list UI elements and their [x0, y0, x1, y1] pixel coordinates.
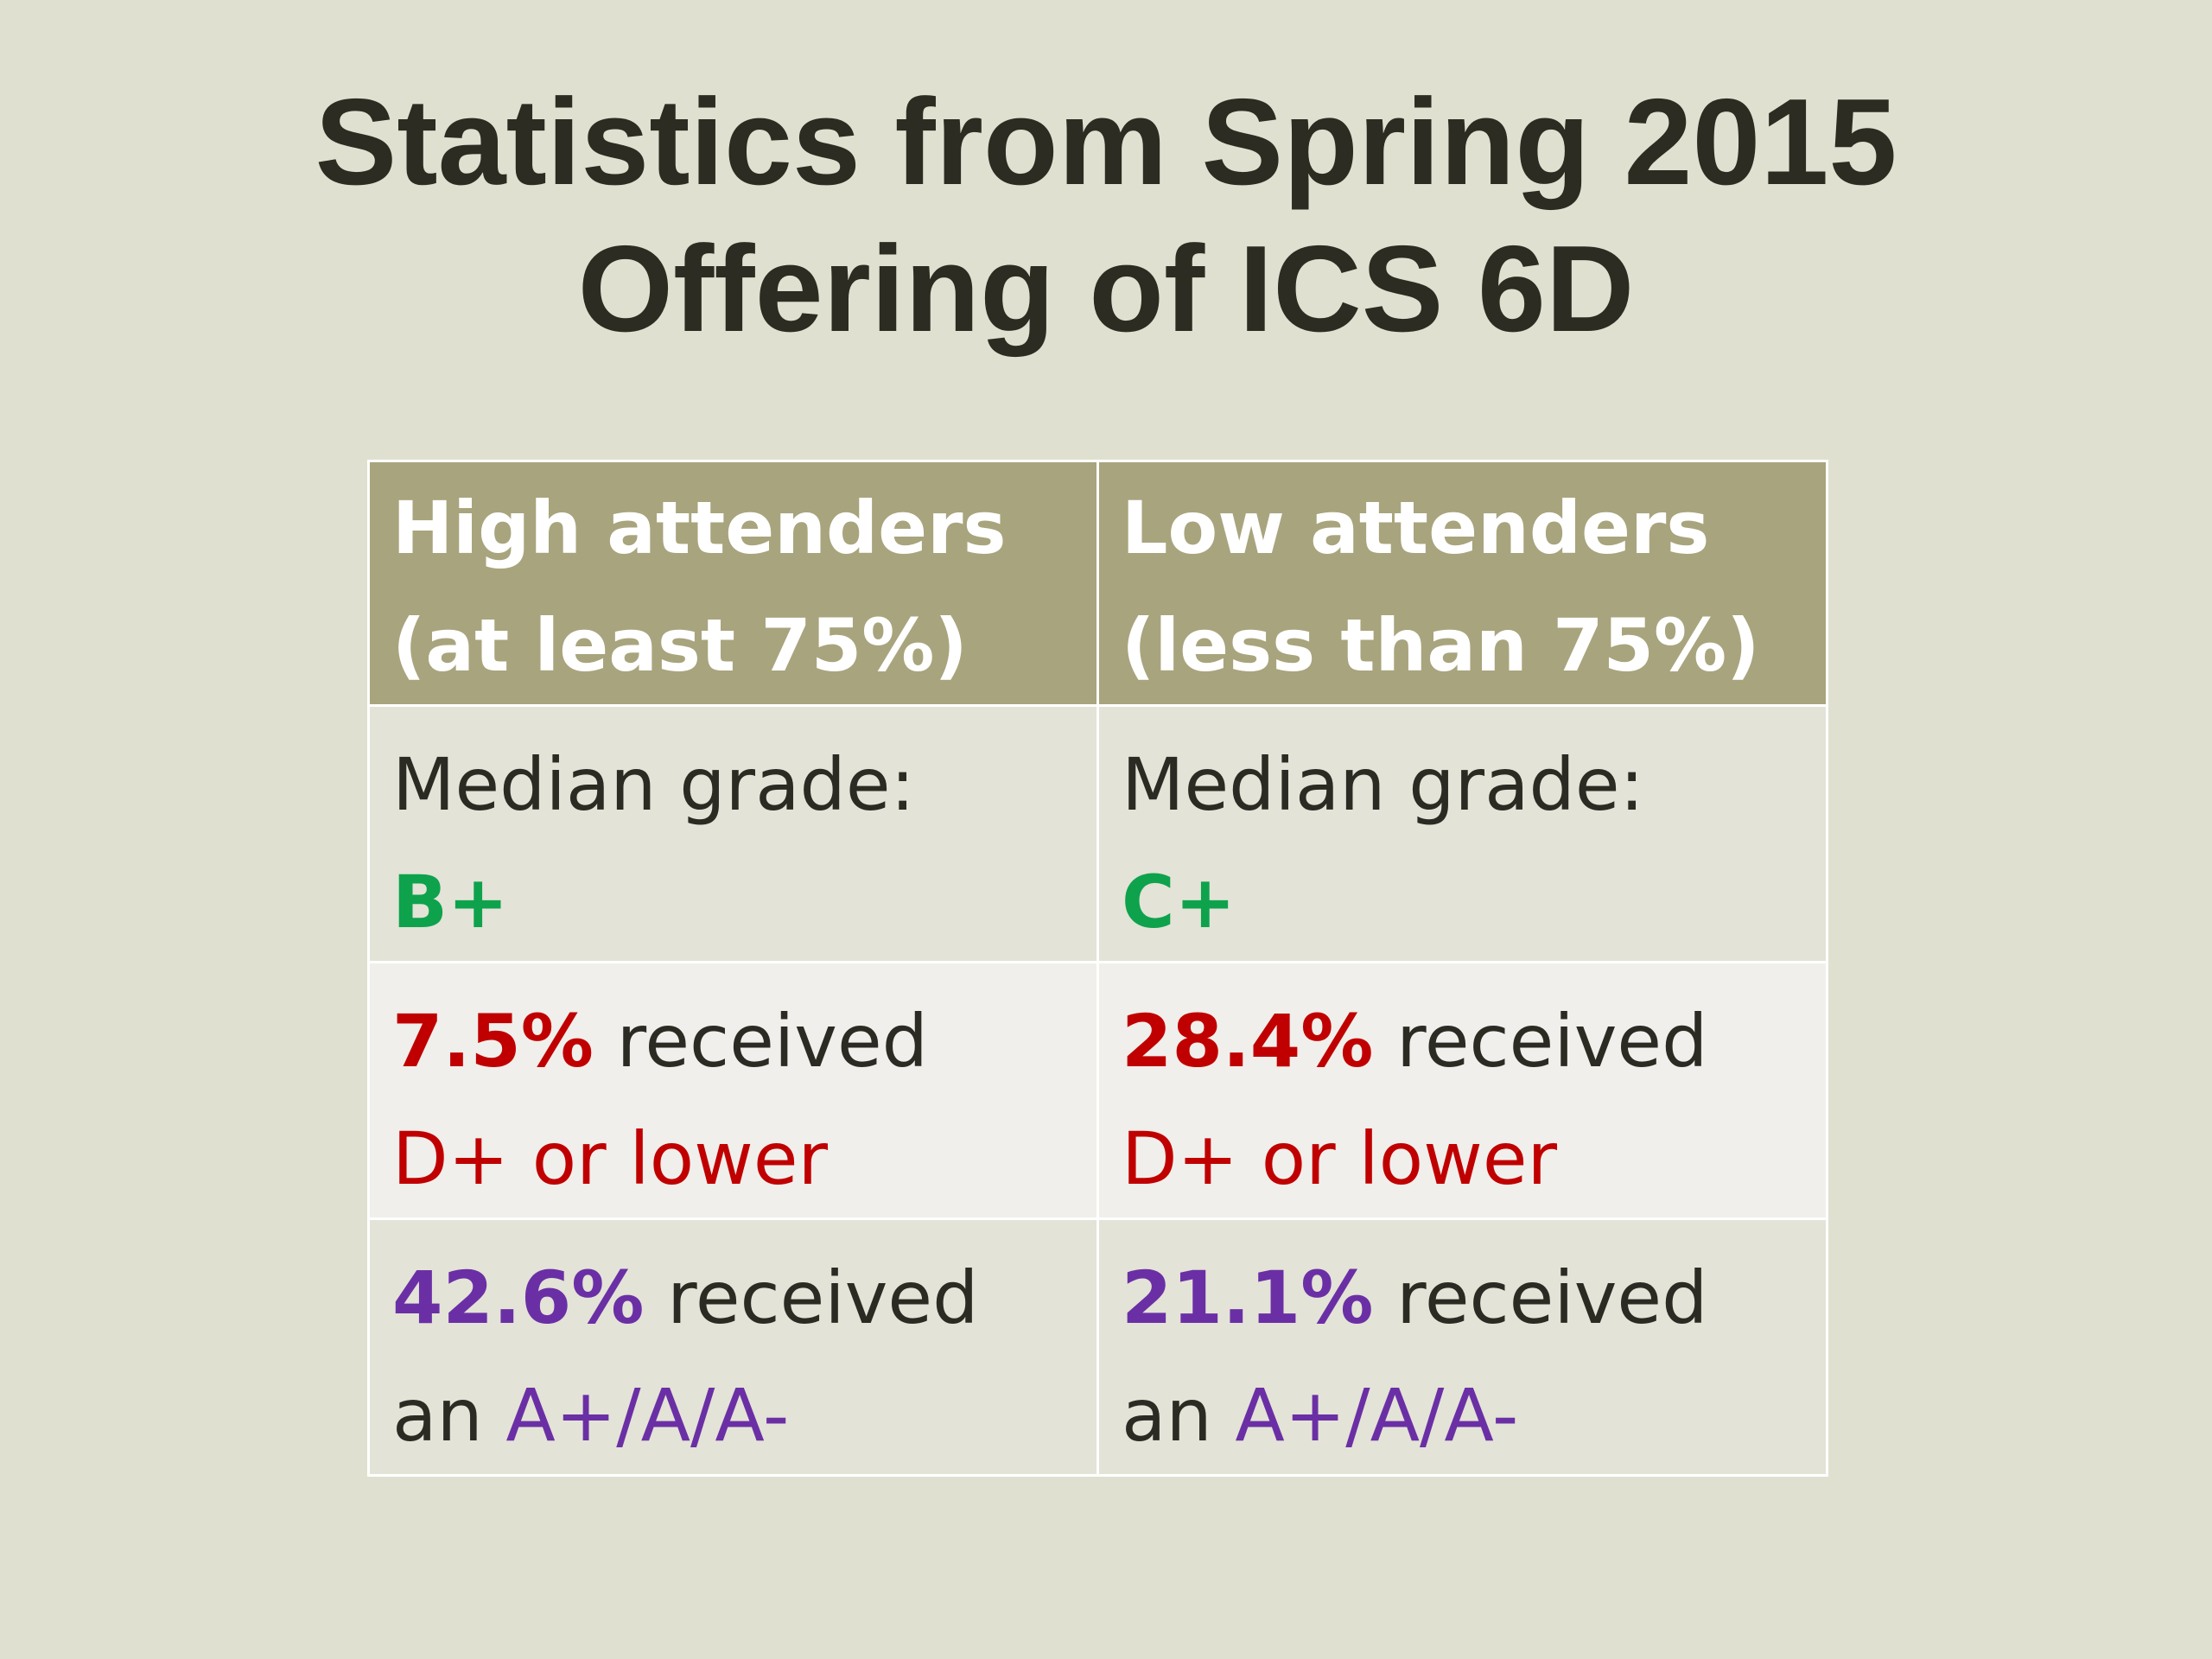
cell-median-low: Median grade: C+ — [1096, 704, 1828, 963]
median-value: C+ — [1122, 860, 1236, 944]
title-line-1: Statistics from Spring 2015 — [315, 73, 1897, 211]
cell-high-grades-high: 42.6% received an A+/A/A- — [367, 1217, 1099, 1477]
received-text: received — [1373, 1255, 1708, 1340]
received-text: received — [593, 999, 928, 1084]
header-low-attenders: Low attenders (less than 75%) — [1096, 460, 1828, 707]
high-grade-line: 21.1% received — [1122, 1239, 1803, 1357]
high-grade-percent: 21.1% — [1122, 1255, 1374, 1340]
median-label: Median grade: — [392, 742, 915, 827]
low-grade-percent: 28.4% — [1122, 999, 1374, 1084]
article-text: an — [1122, 1373, 1236, 1458]
high-grade-range: A+/A/A- — [505, 1373, 790, 1458]
low-grade-range: D+ or lower — [1122, 1116, 1558, 1201]
high-grade-range-line: an A+/A/A- — [1122, 1357, 1803, 1474]
title-line-2: Offering of ICS 6D — [577, 220, 1635, 358]
cell-median-high: Median grade: B+ — [367, 704, 1099, 963]
low-grade-line: 28.4% received — [1122, 982, 1803, 1100]
cell-high-grades-low: 21.1% received an A+/A/A- — [1096, 1217, 1828, 1477]
received-text: received — [644, 1255, 979, 1340]
low-grade-line: 7.5% received — [392, 982, 1074, 1100]
median-value: B+ — [392, 860, 509, 944]
high-grade-range: A+/A/A- — [1235, 1373, 1519, 1458]
slide-title: Statistics from Spring 2015 Offering of … — [0, 69, 2212, 363]
low-grade-percent: 7.5% — [392, 999, 594, 1084]
cell-low-grades-low: 28.4% received D+ or lower — [1096, 961, 1828, 1220]
high-grade-line: 42.6% received — [392, 1239, 1074, 1357]
header-label: Low attenders — [1122, 486, 1710, 570]
low-grade-range: D+ or lower — [392, 1116, 829, 1201]
table-row-median-grade: Median grade: B+ Median grade: C+ — [367, 704, 1828, 963]
header-label: High attenders — [392, 486, 1007, 570]
high-grade-percent: 42.6% — [392, 1255, 645, 1340]
table-row-low-grades: 7.5% received D+ or lower 28.4% received… — [367, 961, 1828, 1220]
cell-low-grades-high: 7.5% received D+ or lower — [367, 961, 1099, 1220]
header-sublabel: (at least 75%) — [392, 603, 968, 688]
high-grade-range-line: an A+/A/A- — [392, 1357, 1074, 1474]
table-row-high-grades: 42.6% received an A+/A/A- 21.1% received… — [367, 1217, 1828, 1477]
received-text: received — [1373, 999, 1708, 1084]
median-label: Median grade: — [1122, 742, 1644, 827]
article-text: an — [392, 1373, 506, 1458]
header-sublabel: (less than 75%) — [1122, 603, 1760, 688]
table-header-row: High attenders (at least 75%) Low attend… — [367, 460, 1828, 707]
statistics-table: High attenders (at least 75%) Low attend… — [367, 460, 1828, 1477]
header-high-attenders: High attenders (at least 75%) — [367, 460, 1099, 707]
